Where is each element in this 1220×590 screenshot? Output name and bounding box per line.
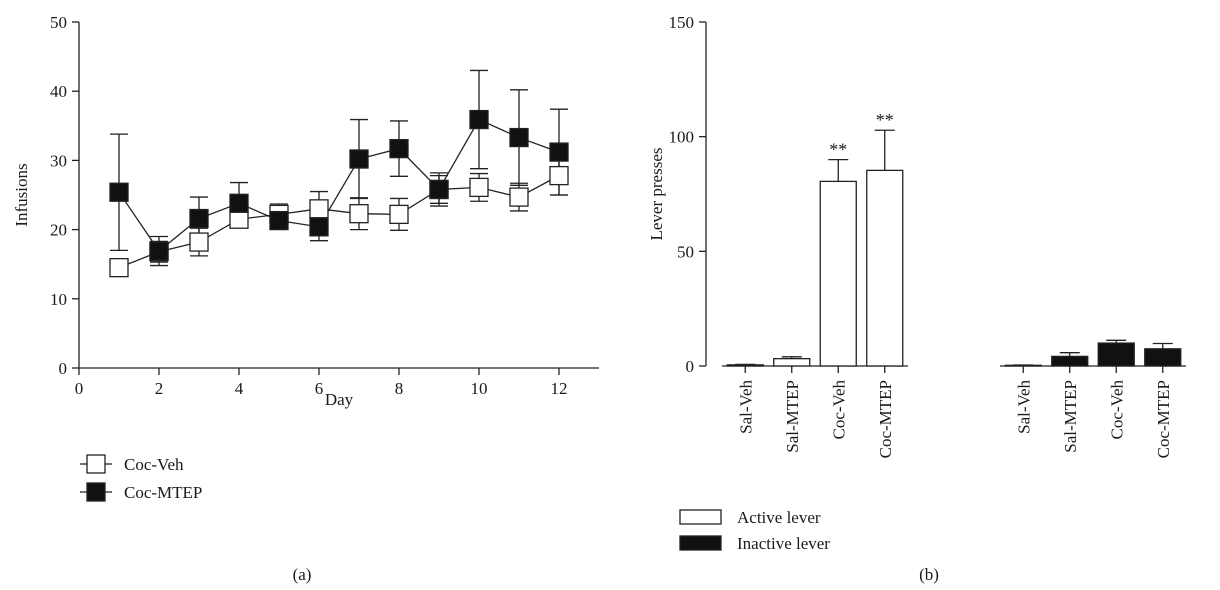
legend-swatch-inactive-lever (679, 535, 722, 551)
data-point-coc-veh (549, 165, 569, 186)
bar-inactive-lever (1097, 342, 1135, 367)
data-point-coc-veh (389, 204, 409, 225)
legend-marker-coc-mtep (86, 482, 106, 502)
y-tick-label: 30 (50, 151, 67, 170)
x-tick-label: 2 (155, 379, 164, 398)
y-tick-label: 0 (59, 359, 68, 378)
y-axis-label: Lever presses (647, 148, 666, 241)
significance-marker: ** (829, 140, 847, 160)
x-tick-label: Coc-Veh (1107, 380, 1126, 440)
x-tick-label: 12 (551, 379, 568, 398)
legend-label: Inactive lever (737, 534, 830, 553)
data-point-coc-mtep (269, 210, 289, 231)
bar-active-lever (866, 169, 904, 367)
panel-label-a: (a) (293, 565, 312, 584)
y-tick-label: 50 (677, 242, 694, 261)
data-point-coc-mtep (189, 208, 209, 229)
legend-swatch-active-lever (679, 509, 722, 525)
x-tick-label: 4 (235, 379, 244, 398)
data-point-coc-mtep (349, 149, 369, 169)
data-point-coc-mtep (469, 109, 489, 130)
y-tick-label: 20 (50, 221, 67, 240)
y-tick-label: 40 (50, 82, 67, 101)
data-point-coc-mtep (109, 182, 129, 202)
data-point-coc-veh (509, 187, 529, 207)
x-tick-label: Sal-MTEP (1061, 380, 1080, 453)
data-point-coc-mtep (309, 217, 329, 237)
y-tick-label: 50 (50, 13, 67, 32)
legend-label: Coc-Veh (124, 455, 184, 474)
x-tick-label: Sal-MTEP (783, 380, 802, 453)
legend-label: Active lever (737, 508, 821, 527)
x-tick-label: 10 (471, 379, 488, 398)
data-point-coc-veh (469, 177, 489, 198)
y-tick-label: 150 (669, 13, 695, 32)
x-tick-label: Sal-Veh (1014, 380, 1033, 434)
bar-inactive-lever (1051, 355, 1089, 367)
legend-label: Coc-MTEP (124, 483, 202, 502)
data-point-coc-veh (189, 232, 209, 252)
bar-active-lever (773, 358, 811, 367)
x-tick-label: 0 (75, 379, 84, 398)
data-point-coc-mtep (229, 193, 249, 213)
data-point-coc-mtep (549, 142, 569, 162)
data-point-coc-mtep (429, 179, 449, 200)
y-tick-label: 0 (686, 357, 695, 376)
y-tick-label: 100 (669, 128, 695, 147)
x-tick-label: Coc-MTEP (876, 380, 895, 458)
x-tick-label: Coc-Veh (829, 380, 848, 440)
legend-marker-coc-veh (86, 454, 106, 474)
data-point-coc-veh (349, 204, 369, 224)
bar-inactive-lever (1144, 348, 1182, 367)
x-axis-label: Day (325, 390, 354, 409)
bar-active-lever (819, 180, 857, 367)
significance-marker: ** (876, 110, 894, 130)
panel-label-b: (b) (919, 565, 939, 584)
data-point-coc-mtep (389, 138, 409, 159)
x-tick-label: Coc-MTEP (1154, 380, 1173, 458)
x-tick-label: Sal-Veh (736, 380, 755, 434)
data-point-coc-mtep (509, 127, 529, 148)
x-tick-label: 6 (315, 379, 324, 398)
data-point-coc-mtep (149, 241, 169, 261)
data-point-coc-veh (109, 258, 129, 278)
y-axis-label: Infusions (12, 163, 31, 226)
x-tick-label: 8 (395, 379, 404, 398)
y-tick-label: 10 (50, 290, 67, 309)
